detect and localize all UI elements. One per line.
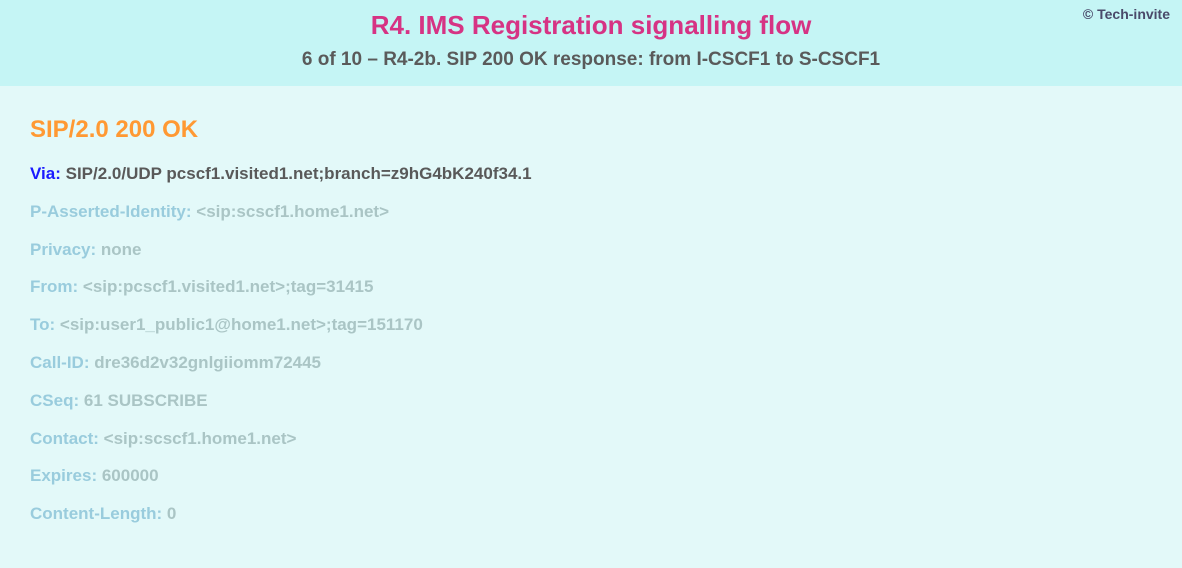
sip-header-value: 61 SUBSCRIBE xyxy=(84,391,208,410)
sip-header-name: From xyxy=(30,277,73,296)
sip-header-name: Contact xyxy=(30,429,93,448)
sip-header-row: Expires: 600000 xyxy=(30,464,1152,488)
sip-header-row: From: <sip:pcscf1.visited1.net>;tag=3141… xyxy=(30,275,1152,299)
sip-header-name: Privacy xyxy=(30,240,91,259)
sip-header-separator: : xyxy=(55,164,65,183)
sip-header-separator: : xyxy=(186,202,196,221)
sip-header-name: To xyxy=(30,315,50,334)
sip-header-value: 600000 xyxy=(102,466,159,485)
sip-header-separator: : xyxy=(50,315,60,334)
sip-header-row: Via: SIP/2.0/UDP pcscf1.visited1.net;bra… xyxy=(30,162,1152,186)
sip-headers-list: Via: SIP/2.0/UDP pcscf1.visited1.net;bra… xyxy=(30,162,1152,526)
sip-header-value: <sip:user1_public1@home1.net>;tag=151170 xyxy=(60,315,423,334)
sip-header-separator: : xyxy=(84,353,94,372)
sip-header-row: To: <sip:user1_public1@home1.net>;tag=15… xyxy=(30,313,1152,337)
sip-header-row: Call-ID: dre36d2v32gnlgiiomm72445 xyxy=(30,351,1152,375)
header-banner: © Tech-invite R4. IMS Registration signa… xyxy=(0,0,1182,86)
sip-header-separator: : xyxy=(91,466,101,485)
sip-header-name: Call-ID xyxy=(30,353,84,372)
sip-header-separator: : xyxy=(91,240,101,259)
sip-header-name: Content-Length xyxy=(30,504,157,523)
sip-header-name: P-Asserted-Identity xyxy=(30,202,186,221)
sip-header-value: none xyxy=(101,240,142,259)
sip-header-separator: : xyxy=(93,429,103,448)
sip-header-row: P-Asserted-Identity: <sip:scscf1.home1.n… xyxy=(30,200,1152,224)
sip-header-separator: : xyxy=(157,504,167,523)
sip-header-row: CSeq: 61 SUBSCRIBE xyxy=(30,389,1152,413)
sip-header-value: dre36d2v32gnlgiiomm72445 xyxy=(94,353,321,372)
sip-header-separator: : xyxy=(73,391,83,410)
sip-header-value: SIP/2.0/UDP pcscf1.visited1.net;branch=z… xyxy=(66,164,532,183)
sip-header-value: <sip:scscf1.home1.net> xyxy=(196,202,389,221)
sip-header-value: 0 xyxy=(167,504,176,523)
sip-header-row: Privacy: none xyxy=(30,238,1152,262)
sip-header-value: <sip:pcscf1.visited1.net>;tag=31415 xyxy=(83,277,374,296)
page-subtitle: 6 of 10 – R4-2b. SIP 200 OK response: fr… xyxy=(20,49,1162,71)
sip-header-separator: : xyxy=(73,277,83,296)
sip-header-name: Expires xyxy=(30,466,91,485)
sip-header-row: Contact: <sip:scscf1.home1.net> xyxy=(30,427,1152,451)
copyright-text: © Tech-invite xyxy=(1083,6,1170,22)
sip-header-row: Content-Length: 0 xyxy=(30,502,1152,526)
sip-header-name: Via xyxy=(30,164,55,183)
sip-message-body: SIP/2.0 200 OK Via: SIP/2.0/UDP pcscf1.v… xyxy=(0,86,1182,560)
sip-header-value: <sip:scscf1.home1.net> xyxy=(104,429,297,448)
sip-status-line: SIP/2.0 200 OK xyxy=(30,116,1152,144)
sip-header-name: CSeq xyxy=(30,391,73,410)
page-title: R4. IMS Registration signalling flow xyxy=(20,10,1162,41)
